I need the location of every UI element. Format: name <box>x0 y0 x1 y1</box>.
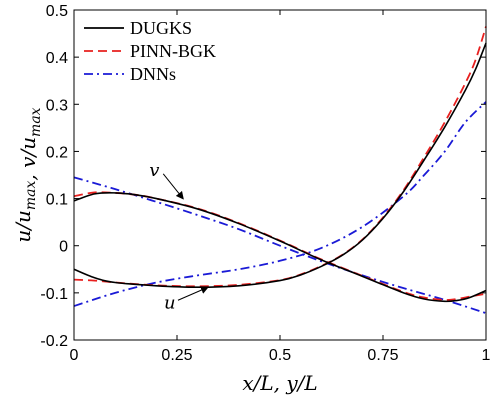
legend: DUGKS PINN-BGK DNNs <box>84 18 216 84</box>
y-axis-label: u/umax, v/umax <box>11 107 44 242</box>
x-axis-label: x/L, y/L <box>242 371 317 395</box>
y-tick-label: 0.5 <box>46 3 68 20</box>
series-line-dnns-v <box>73 176 487 314</box>
x-tick-label: 0.25 <box>161 347 192 364</box>
series-line-dugks-v <box>73 191 487 303</box>
legend-label: PINN-BGK <box>130 41 216 61</box>
axes-layer: 0 0.25 0.5 0.75 1 -0.2 -0.1 0 0.1 0.2 0.3 0.4 0.5 <box>40 3 490 364</box>
x-tick-label: 0 <box>70 347 79 364</box>
series-line-dugks-u <box>73 42 487 289</box>
y-tick-label: -0.1 <box>40 286 68 303</box>
annotation-arrow-u <box>177 286 209 301</box>
y-tick-label: 0 <box>59 239 68 256</box>
series-line-dnns-u <box>73 101 487 307</box>
y-tick-label: 0.1 <box>46 192 68 209</box>
annotation-label-v: v <box>149 160 159 181</box>
annotation-label-u: u <box>164 292 176 313</box>
series-layer <box>73 26 487 314</box>
legend-label: DUGKS <box>130 18 192 38</box>
x-tick-label: 0.75 <box>367 347 398 364</box>
legend-label: DNNs <box>130 64 176 84</box>
annotation-arrow-v <box>162 173 184 200</box>
y-tick-label: 0.2 <box>46 144 68 161</box>
axis-labels: x/L, y/L u/umax, v/umax <box>11 107 318 395</box>
annotation-layer: vu <box>149 160 209 313</box>
y-tick-label: 0.4 <box>46 50 68 67</box>
y-tick-label: 0.3 <box>46 97 68 114</box>
x-tick-label: 0.5 <box>269 347 291 364</box>
y-tick-label: -0.2 <box>40 333 68 350</box>
x-tick-label: 1 <box>482 347 491 364</box>
